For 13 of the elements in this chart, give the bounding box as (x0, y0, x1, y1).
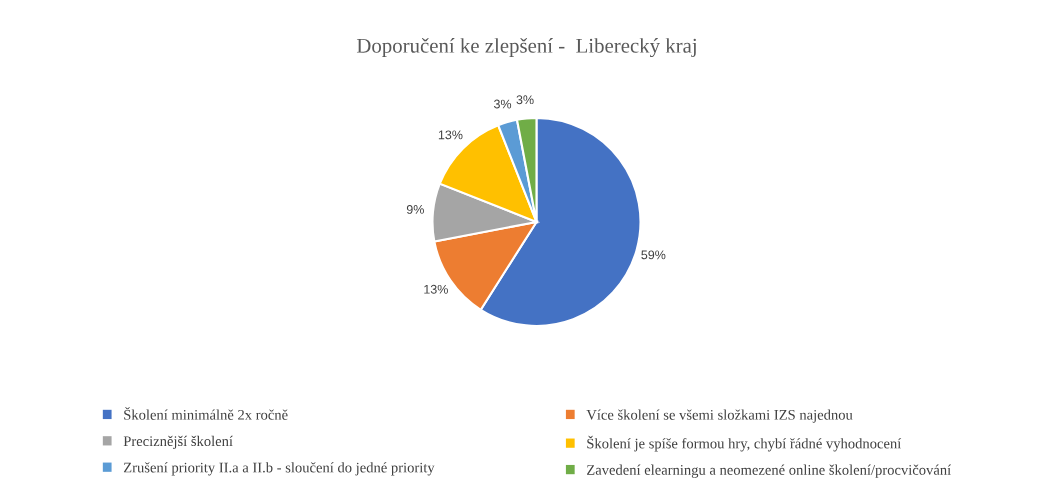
legend-label: Preciznější školení (123, 435, 233, 450)
data-label: 9% (406, 204, 424, 214)
legend-label: Více školení se všemi složkami IZS najednou (586, 409, 853, 423)
legend-label: Zrušení priority II.a a II.b - sloučení do jedné priority (123, 462, 435, 476)
data-label: 3% (493, 99, 512, 109)
legend-label: Zavedení elearningu a neomezené online školení/procvičování (587, 464, 952, 478)
chart-title: Doporučení ke zlepšení - Liberecký kraj (356, 38, 696, 58)
legend-label: Školení je spíše formou hry, chybí řádné vyhodnocení (587, 435, 902, 452)
data-label: 13% (438, 130, 463, 140)
legend-label: Školení minimálně 2x ročně (124, 407, 288, 420)
data-label: 59% (641, 250, 666, 260)
data-label: 3% (516, 95, 534, 105)
data-label: 13% (424, 284, 448, 294)
